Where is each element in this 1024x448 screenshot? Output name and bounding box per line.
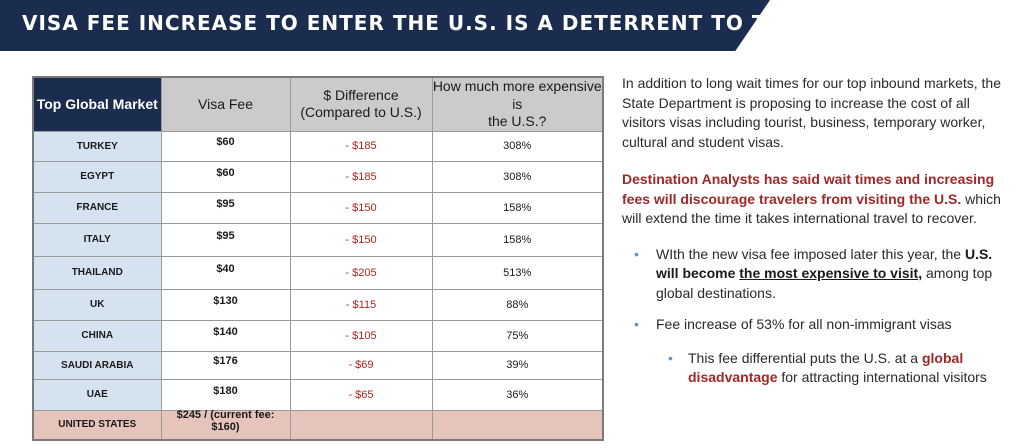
visa-fee-value: $40: [216, 262, 235, 275]
visa-fee-cell: $180: [160, 378, 291, 411]
table-row-united-states: UNITED STATES $245 / (current fee: $160): [32, 408, 604, 441]
analysts-highlight: Destination Analysts has said wait times…: [622, 171, 995, 207]
table-row: CHINA $140 - $105 75%: [32, 319, 604, 352]
visa-fee-cell: $60: [160, 130, 291, 162]
visa-fee-value: $245 / (current fee: $160): [176, 408, 275, 433]
intro-paragraph: In addition to long wait times for our t…: [622, 75, 1001, 150]
table-row: UAE $180 - $65 36%: [32, 378, 604, 411]
visa-fee-cell: $40: [160, 255, 291, 290]
percent-cell: 88%: [431, 288, 604, 321]
percent-cell: 36%: [431, 378, 604, 411]
difference-cell: - $185: [289, 160, 433, 193]
visa-fee-value: $60: [216, 166, 235, 179]
difference-cell: - $105: [289, 319, 433, 352]
sub-bullet-global-disadvantage: • This fee differential puts the U.S. at…: [622, 349, 1014, 388]
difference-cell-empty: [289, 409, 433, 441]
country-cell: EGYPT: [32, 160, 162, 193]
bullet1-text-a: WIth the new visa fee imposed later this…: [656, 245, 965, 262]
country-cell: SAUDI ARABIA: [32, 350, 162, 380]
bullet1-text-c: the most expensive to visit,: [739, 265, 923, 281]
table-header-row: Top Global Market Visa Fee $ Difference …: [32, 76, 604, 132]
difference-cell: - $65: [289, 378, 433, 411]
country-cell: ITALY: [32, 222, 162, 257]
country-cell: UNITED STATES: [32, 409, 162, 441]
percent-cell: 308%: [431, 160, 604, 193]
table-row: EGYPT $60 - $185 308%: [32, 160, 604, 193]
country-cell: THAILAND: [32, 255, 162, 290]
visa-fee-value: $176: [213, 355, 238, 367]
header-more-expensive: How much more expensive is the U.S.?: [431, 76, 604, 132]
visa-fee-value: $60: [216, 136, 235, 148]
country-cell: UK: [32, 288, 162, 321]
percent-cell: 158%: [431, 222, 604, 257]
bullet-most-expensive: • WIth the new visa fee imposed later th…: [622, 245, 1014, 304]
bullet1-text-d: among top global destinations.: [656, 265, 993, 301]
visa-fee-cell: $176: [160, 350, 291, 380]
visa-fee-table: Top Global Market Visa Fee $ Difference …: [32, 76, 604, 441]
visa-fee-value: $95: [216, 197, 235, 210]
percent-cell: 308%: [431, 130, 604, 162]
country-cell: FRANCE: [32, 191, 162, 224]
bullet-icon: •: [668, 349, 673, 366]
visa-fee-cell: $95: [160, 191, 291, 224]
bullet3-text-a: This fee differential puts the U.S. at a: [688, 349, 922, 366]
percent-cell-empty: [431, 409, 604, 441]
bullet2-text: Fee increase of 53% for all non-immigran…: [656, 316, 952, 332]
difference-cell: - $205: [289, 255, 433, 290]
visa-fee-cell: $140: [160, 319, 291, 352]
table-row: FRANCE $95 - $150 158%: [32, 191, 604, 224]
bullet1-text-b: U.S. will become: [656, 245, 993, 282]
difference-cell: - $69: [289, 350, 433, 380]
visa-fee-value: $130: [213, 294, 238, 307]
difference-cell: - $185: [289, 130, 433, 162]
header-more-expensive-line1: How much more expensive is: [432, 78, 602, 112]
visa-fee-value: $140: [213, 325, 238, 338]
header-difference-line2: (Compared to U.S.): [300, 104, 422, 121]
bullet3-text-c: for attracting international visitors: [777, 369, 987, 385]
bullet-fee-increase: • Fee increase of 53% for all non-immigr…: [622, 315, 1014, 335]
header-difference-line1: $ Difference: [323, 86, 399, 103]
percent-cell: 39%: [431, 350, 604, 380]
percent-cell: 158%: [431, 191, 604, 224]
difference-cell: - $150: [289, 191, 433, 224]
title-banner: [0, 0, 770, 51]
page-title: VISA FEE INCREASE TO ENTER THE U.S. IS A…: [22, 11, 843, 35]
header-more-expensive-line2: the U.S.?: [488, 113, 547, 129]
percent-cell: 513%: [431, 255, 604, 290]
table-row: SAUDI ARABIA $176 - $69 39%: [32, 350, 604, 380]
country-cell: CHINA: [32, 319, 162, 352]
visa-fee-cell: $245 / (current fee: $160): [160, 408, 291, 441]
table-row: TURKEY $60 - $185 308%: [32, 130, 604, 162]
visa-fee-value: $180: [213, 384, 238, 397]
bullet-icon: •: [634, 316, 639, 332]
visa-fee-cell: $60: [160, 160, 291, 193]
analysts-paragraph: Destination Analysts has said wait times…: [622, 170, 1014, 229]
table-row: UK $130 - $115 88%: [32, 288, 604, 321]
analysts-rest: which will extend the time it takes inte…: [622, 190, 1001, 227]
difference-cell: - $115: [289, 288, 433, 321]
bullet3-text-b: global disadvantage: [688, 349, 964, 386]
bullet-icon: •: [634, 245, 639, 262]
visa-fee-cell: $95: [160, 222, 291, 257]
header-difference: $ Difference (Compared to U.S.): [289, 76, 433, 132]
country-cell: UAE: [32, 378, 162, 411]
header-visa-fee: Visa Fee: [160, 76, 291, 132]
table-row: THAILAND $40 - $205 513%: [32, 255, 604, 290]
header-top-global-market: Top Global Market: [32, 76, 162, 132]
commentary: In addition to long wait times for our t…: [622, 74, 1014, 400]
country-cell: TURKEY: [32, 130, 162, 162]
table-row: ITALY $95 - $150 158%: [32, 222, 604, 257]
visa-fee-cell: $130: [160, 288, 291, 321]
percent-cell: 75%: [431, 319, 604, 352]
visa-fee-value: $95: [216, 229, 235, 242]
difference-cell: - $150: [289, 222, 433, 257]
